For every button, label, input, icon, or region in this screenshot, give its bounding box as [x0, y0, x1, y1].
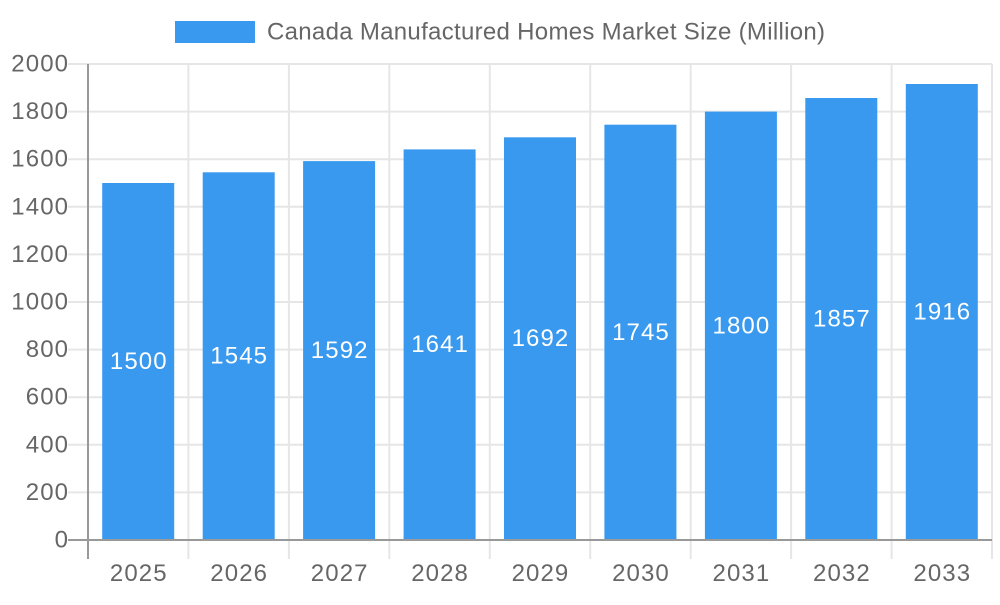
- svg-text:1800: 1800: [11, 98, 69, 125]
- svg-text:400: 400: [26, 431, 69, 458]
- svg-text:1857: 1857: [813, 306, 871, 333]
- svg-text:1641: 1641: [411, 331, 469, 358]
- svg-text:1692: 1692: [512, 325, 570, 352]
- svg-text:2031: 2031: [713, 560, 771, 587]
- svg-text:1200: 1200: [11, 241, 69, 268]
- svg-text:2026: 2026: [210, 560, 268, 587]
- svg-text:0: 0: [55, 527, 69, 554]
- svg-text:2028: 2028: [411, 560, 469, 587]
- svg-text:2025: 2025: [110, 560, 168, 587]
- svg-text:200: 200: [26, 479, 69, 506]
- svg-text:2029: 2029: [512, 560, 570, 587]
- svg-text:800: 800: [26, 336, 69, 363]
- svg-text:2000: 2000: [11, 51, 69, 78]
- svg-text:1000: 1000: [11, 289, 69, 316]
- svg-text:600: 600: [26, 384, 69, 411]
- svg-text:1916: 1916: [913, 299, 971, 326]
- svg-text:2027: 2027: [311, 560, 369, 587]
- svg-text:1600: 1600: [11, 146, 69, 173]
- svg-text:1500: 1500: [110, 348, 168, 375]
- svg-text:2032: 2032: [813, 560, 871, 587]
- svg-text:1745: 1745: [612, 319, 670, 346]
- svg-text:2030: 2030: [612, 560, 670, 587]
- svg-text:1545: 1545: [210, 343, 268, 370]
- svg-text:1800: 1800: [713, 312, 771, 339]
- svg-text:Canada Manufactured Homes Mark: Canada Manufactured Homes Market Size (M…: [267, 19, 825, 46]
- svg-text:1400: 1400: [11, 193, 69, 220]
- svg-text:1592: 1592: [311, 337, 369, 364]
- svg-text:2033: 2033: [913, 560, 971, 587]
